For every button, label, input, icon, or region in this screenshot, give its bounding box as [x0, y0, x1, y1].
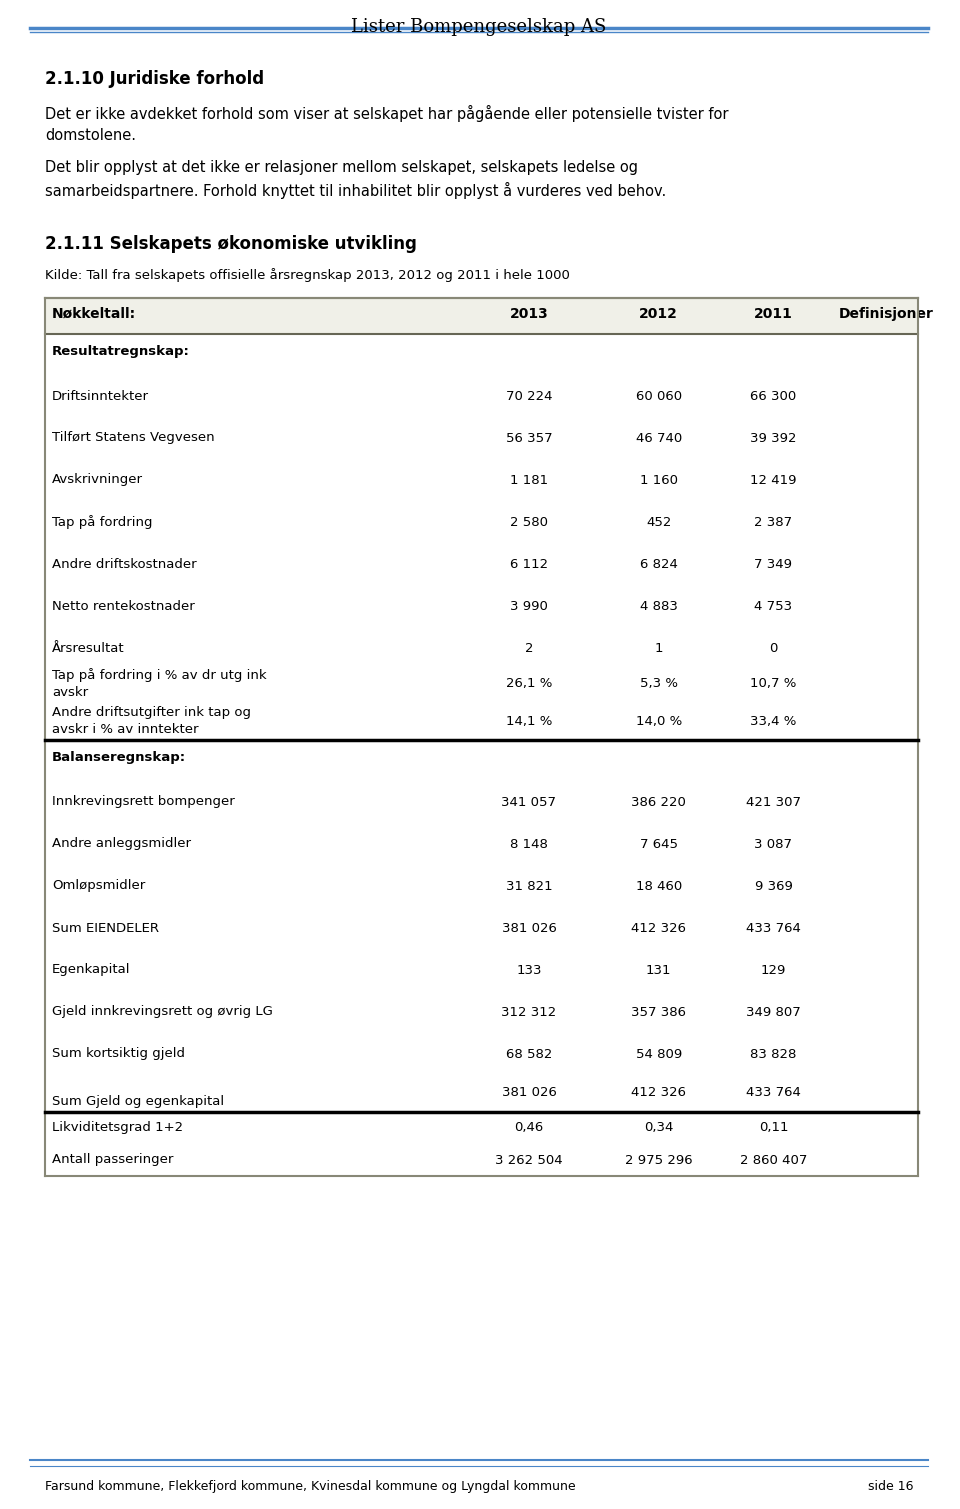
Text: 2 580: 2 580: [510, 516, 548, 528]
Text: Omløpsmidler: Omløpsmidler: [52, 880, 145, 892]
Text: 381 026: 381 026: [501, 922, 557, 934]
Text: 349 807: 349 807: [746, 1005, 801, 1019]
Text: 83 828: 83 828: [751, 1047, 797, 1061]
Text: Gjeld innkrevingsrett og øvrig LG: Gjeld innkrevingsrett og øvrig LG: [52, 1005, 273, 1019]
Text: 56 357: 56 357: [506, 432, 552, 445]
Text: 0,34: 0,34: [644, 1121, 673, 1135]
Text: Farsund kommune, Flekkefjord kommune, Kvinesdal kommune og Lyngdal kommune: Farsund kommune, Flekkefjord kommune, Kv…: [45, 1480, 576, 1492]
Text: Innkrevingsrett bompenger: Innkrevingsrett bompenger: [52, 795, 234, 809]
Text: 26,1 %: 26,1 %: [506, 676, 552, 690]
Text: 129: 129: [760, 964, 786, 976]
Text: Egenkapital: Egenkapital: [52, 964, 131, 976]
Text: 341 057: 341 057: [501, 795, 557, 809]
Text: 2011: 2011: [754, 306, 793, 321]
Text: 68 582: 68 582: [506, 1047, 552, 1061]
Text: 14,1 %: 14,1 %: [506, 714, 552, 727]
Text: 10,7 %: 10,7 %: [751, 676, 797, 690]
Text: side 16: side 16: [868, 1480, 913, 1492]
Text: 2: 2: [525, 641, 533, 655]
Text: 2013: 2013: [510, 306, 548, 321]
Text: 3 990: 3 990: [510, 599, 548, 613]
Text: 12 419: 12 419: [750, 474, 797, 486]
Text: Antall passeringer: Antall passeringer: [52, 1153, 173, 1166]
Text: Lister Bompengeselskap AS: Lister Bompengeselskap AS: [351, 18, 607, 36]
Text: Tap på fordring: Tap på fordring: [52, 515, 153, 530]
Text: Balanseregnskap:: Balanseregnskap:: [52, 751, 186, 765]
Text: 0: 0: [769, 641, 778, 655]
Text: Definisjoner: Definisjoner: [838, 306, 933, 321]
Text: Andre driftskostnader: Andre driftskostnader: [52, 557, 197, 570]
Text: 46 740: 46 740: [636, 432, 682, 445]
Text: Årsresultat: Årsresultat: [52, 641, 125, 655]
Text: 2012: 2012: [639, 306, 678, 321]
Text: 8 148: 8 148: [510, 837, 548, 851]
Text: Andre anleggsmidler: Andre anleggsmidler: [52, 837, 191, 851]
Text: 3 262 504: 3 262 504: [495, 1153, 563, 1166]
Text: 31 821: 31 821: [506, 880, 552, 892]
Text: 0,11: 0,11: [758, 1121, 788, 1135]
FancyBboxPatch shape: [45, 333, 918, 1176]
Text: Det blir opplyst at det ikke er relasjoner mellom selskapet, selskapets ledelse : Det blir opplyst at det ikke er relasjon…: [45, 160, 666, 199]
Text: 6 112: 6 112: [510, 557, 548, 570]
FancyBboxPatch shape: [45, 333, 918, 370]
Text: 2 860 407: 2 860 407: [740, 1153, 807, 1166]
Text: 6 824: 6 824: [639, 557, 678, 570]
Text: 312 312: 312 312: [501, 1005, 557, 1019]
Text: Tilført Statens Vegvesen: Tilført Statens Vegvesen: [52, 432, 214, 445]
Text: Netto rentekostnader: Netto rentekostnader: [52, 599, 195, 613]
Text: 7 349: 7 349: [755, 557, 793, 570]
Text: 3 087: 3 087: [755, 837, 793, 851]
Text: 2.1.10 Juridiske forhold: 2.1.10 Juridiske forhold: [45, 69, 264, 88]
Text: Sum EIENDELER: Sum EIENDELER: [52, 922, 159, 934]
Text: 66 300: 66 300: [751, 389, 797, 403]
Text: 18 460: 18 460: [636, 880, 682, 892]
Text: 1 181: 1 181: [510, 474, 548, 486]
Text: Kilde: Tall fra selskapets offisielle årsregnskap 2013, 2012 og 2011 i hele 1000: Kilde: Tall fra selskapets offisielle år…: [45, 269, 570, 282]
Text: 9 369: 9 369: [755, 880, 792, 892]
Text: 4 883: 4 883: [639, 599, 678, 613]
Text: 1 160: 1 160: [639, 474, 678, 486]
Text: 70 224: 70 224: [506, 389, 552, 403]
Text: 60 060: 60 060: [636, 389, 682, 403]
Text: 1: 1: [655, 641, 663, 655]
Text: 133: 133: [516, 964, 541, 976]
Text: 7 645: 7 645: [639, 837, 678, 851]
Text: 452: 452: [646, 516, 671, 528]
Text: Sum kortsiktig gjeld: Sum kortsiktig gjeld: [52, 1047, 185, 1061]
Text: 2 387: 2 387: [755, 516, 793, 528]
Text: 33,4 %: 33,4 %: [751, 714, 797, 727]
Text: Resultatregnskap:: Resultatregnskap:: [52, 346, 190, 359]
Text: Sum Gjeld og egenkapital: Sum Gjeld og egenkapital: [52, 1096, 224, 1108]
Text: 421 307: 421 307: [746, 795, 801, 809]
Text: Nøkkeltall:: Nøkkeltall:: [52, 306, 136, 321]
Text: 433 764: 433 764: [746, 922, 801, 934]
Text: 381 026: 381 026: [501, 1086, 557, 1099]
Text: 14,0 %: 14,0 %: [636, 714, 682, 727]
Text: 39 392: 39 392: [750, 432, 797, 445]
Text: 412 326: 412 326: [632, 922, 686, 934]
Text: Driftsinntekter: Driftsinntekter: [52, 389, 149, 403]
Text: 386 220: 386 220: [632, 795, 686, 809]
Text: Andre driftsutgifter ink tap og
avskr i % av inntekter: Andre driftsutgifter ink tap og avskr i …: [52, 706, 251, 736]
Text: Avskrivninger: Avskrivninger: [52, 474, 143, 486]
Text: 357 386: 357 386: [632, 1005, 686, 1019]
Text: Tap på fordring i % av dr utg ink
avskr: Tap på fordring i % av dr utg ink avskr: [52, 668, 267, 699]
Text: 412 326: 412 326: [632, 1086, 686, 1099]
Text: 5,3 %: 5,3 %: [639, 676, 678, 690]
Text: 0,46: 0,46: [515, 1121, 543, 1135]
Text: Det er ikke avdekket forhold som viser at selskapet har pågående eller potensiel: Det er ikke avdekket forhold som viser a…: [45, 106, 729, 143]
Text: 433 764: 433 764: [746, 1086, 801, 1099]
Text: Likviditetsgrad 1+2: Likviditetsgrad 1+2: [52, 1121, 183, 1135]
Text: 2 975 296: 2 975 296: [625, 1153, 692, 1166]
FancyBboxPatch shape: [45, 297, 918, 333]
FancyBboxPatch shape: [45, 739, 918, 776]
Text: 2.1.11 Selskapets økonomiske utvikling: 2.1.11 Selskapets økonomiske utvikling: [45, 235, 417, 254]
Text: 131: 131: [646, 964, 671, 976]
Text: 54 809: 54 809: [636, 1047, 682, 1061]
Text: 4 753: 4 753: [755, 599, 793, 613]
